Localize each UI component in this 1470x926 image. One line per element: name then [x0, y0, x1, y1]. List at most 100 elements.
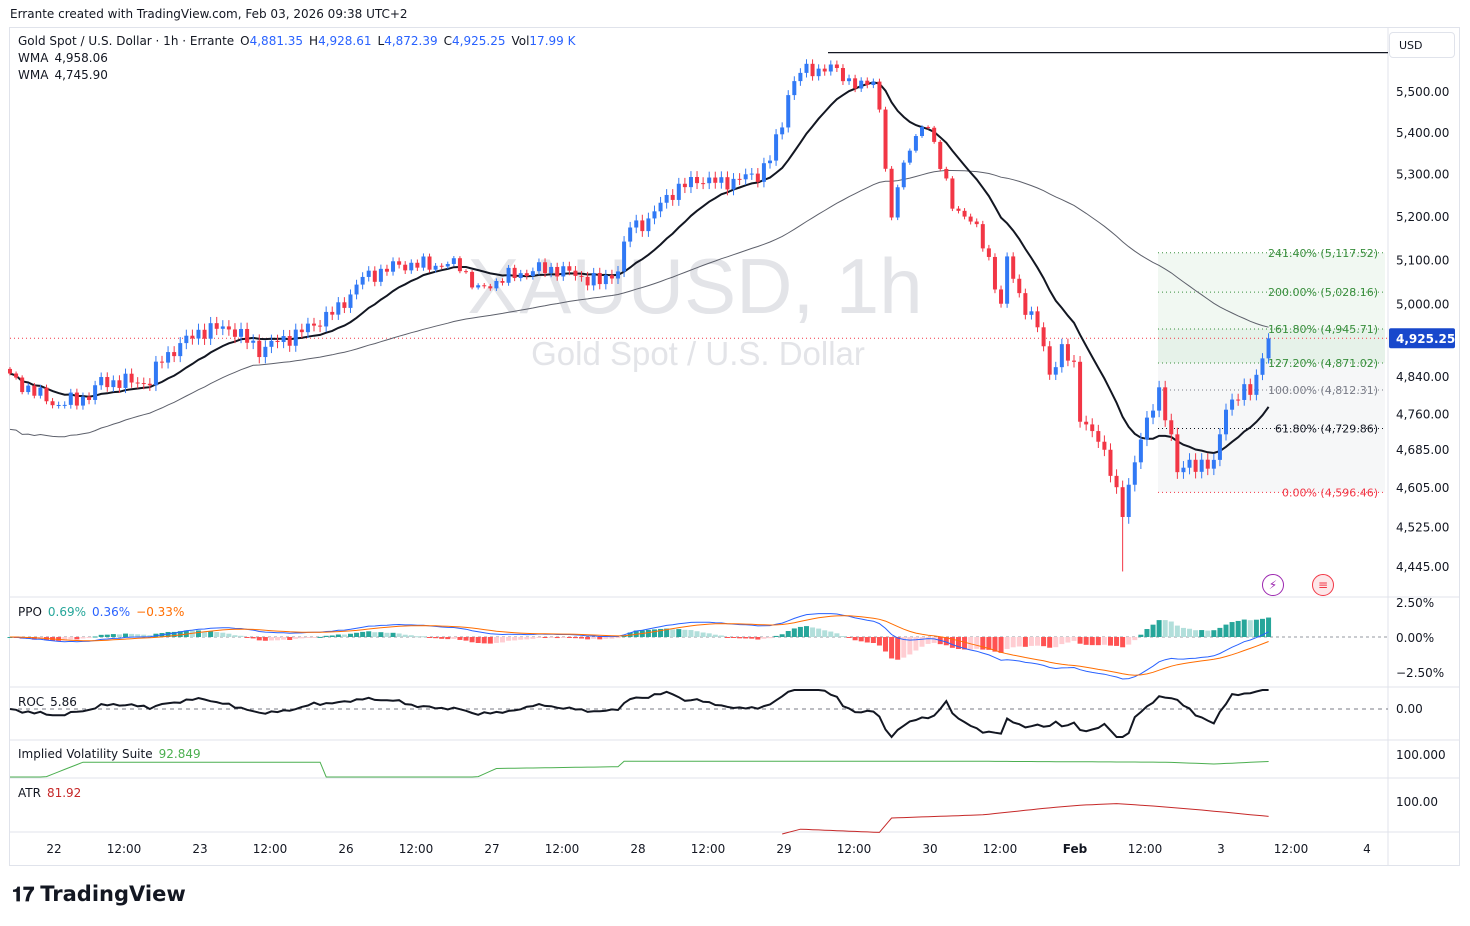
ppo-histogram-bar — [572, 637, 578, 639]
us-flag-event-icon[interactable]: ≡ — [1312, 574, 1334, 596]
lightning-event-icon[interactable]: ⚡ — [1262, 574, 1284, 596]
ppo-histogram-bar — [287, 637, 293, 640]
ppo-histogram-bar — [171, 631, 177, 637]
candle-body — [713, 177, 718, 183]
candle-body — [670, 194, 675, 200]
ppo-histogram-bar — [195, 630, 201, 637]
candle-body — [245, 328, 250, 343]
ppo-histogram-bar — [785, 631, 791, 637]
candle-body — [378, 268, 383, 282]
price-tick-label: 4,525.00 — [1396, 520, 1449, 534]
currency-selector[interactable]: USD — [1389, 32, 1455, 58]
wma-slow-legend[interactable]: WMA 4,745.90 — [18, 68, 114, 82]
candle-body — [451, 258, 456, 264]
candle-body — [847, 78, 852, 82]
ppo-histogram-bar — [1168, 621, 1174, 637]
candle-body — [1029, 311, 1034, 315]
low-label: L — [377, 34, 385, 48]
candle-body — [518, 273, 523, 279]
tradingview-logo[interactable]: 𝟏𝟕 TradingView — [12, 882, 186, 906]
time-tick-label: 12:00 — [253, 842, 288, 856]
candle-body — [293, 329, 298, 346]
ppo-histogram-bar — [1138, 634, 1144, 637]
candle-body — [865, 80, 870, 86]
candle-body — [318, 325, 323, 327]
candle-body — [591, 272, 596, 286]
candle-body — [1187, 459, 1192, 468]
ppo-histogram-bar — [834, 633, 840, 637]
symbol-label[interactable]: Gold Spot / U.S. Dollar · 1h · Errante — [18, 34, 235, 48]
fib-level-label: 61.80% (4,729.86) — [1275, 423, 1378, 436]
candle-body — [926, 127, 931, 129]
candle-body — [494, 280, 499, 289]
ppo-histogram-bar — [1259, 618, 1265, 637]
candle-body — [731, 178, 736, 190]
candle-body — [999, 289, 1004, 304]
candle-body — [1078, 361, 1083, 422]
candle-body — [220, 326, 225, 329]
ppo-histogram-bar — [992, 637, 998, 652]
atr-legend[interactable]: ATR 81.92 — [18, 786, 87, 800]
ppo-histogram-bar — [554, 637, 560, 639]
ppo-histogram-bar — [335, 634, 341, 637]
time-tick-label: 4 — [1363, 842, 1371, 856]
ppo-histogram-bar — [755, 637, 761, 640]
ppo-histogram-bar — [1028, 637, 1034, 646]
ppo-histogram-bar — [299, 637, 305, 639]
candle-body — [184, 335, 189, 344]
ppo-legend[interactable]: PPO 0.69% 0.36% −0.33% — [18, 605, 190, 619]
candle-body — [774, 134, 779, 161]
ohlc-legend: Gold Spot / U.S. Dollar · 1h · Errante O4… — [18, 34, 581, 48]
ppo-histogram-bar — [347, 633, 353, 637]
ppo-histogram-bar — [396, 633, 402, 637]
candle-body — [883, 109, 888, 169]
candle-body — [129, 373, 134, 383]
tv-logo-icon: 𝟏𝟕 — [12, 882, 35, 906]
candle-body — [14, 373, 19, 378]
candle-body — [974, 221, 979, 225]
ppo-histogram-bar — [475, 637, 481, 644]
iv-legend[interactable]: Implied Volatility Suite 92.849 — [18, 747, 207, 761]
ppo-signal-line — [10, 615, 1269, 676]
fib-level-label: 161.80% (4,945.71) — [1268, 323, 1378, 336]
ppo-histogram-bar — [974, 637, 980, 649]
candle-body — [32, 385, 37, 396]
wma-fast-legend[interactable]: WMA 4,958.06 — [18, 51, 114, 65]
wma-value: 4,958.06 — [54, 51, 108, 65]
candle-body — [299, 329, 304, 333]
candle-body — [202, 329, 207, 339]
candle-body — [853, 78, 858, 89]
candle-body — [470, 271, 475, 288]
candle-body — [1224, 409, 1228, 435]
candle-body — [160, 361, 164, 363]
ppo-histogram-bar — [767, 637, 773, 639]
high-value: 4,928.61 — [318, 34, 372, 48]
candle-body — [536, 262, 541, 272]
candle-body — [701, 183, 706, 185]
ppo-histogram-bar — [749, 637, 755, 639]
roc-legend[interactable]: ROC 5.86 — [18, 695, 83, 709]
ppo-histogram-bar — [1059, 637, 1065, 645]
candle-body — [482, 285, 487, 287]
candle-body — [755, 173, 760, 182]
time-tick-label: 12:00 — [983, 842, 1018, 856]
ppo-histogram-bar — [220, 632, 226, 637]
candle-body — [397, 261, 402, 265]
ppo-histogram-bar — [457, 637, 463, 640]
candle-body — [804, 63, 809, 73]
wma-label: WMA — [18, 68, 49, 82]
candle-body — [196, 329, 201, 339]
candle-body — [792, 81, 797, 96]
ppo-histogram-bar — [688, 630, 694, 637]
candle-body — [305, 323, 310, 333]
candle-body — [1011, 256, 1016, 279]
ppo-histogram-bar — [1132, 637, 1138, 641]
candle-body — [312, 323, 316, 326]
last-price-label: 4,925.25 — [1396, 332, 1455, 346]
ppo-histogram-bar — [518, 637, 524, 640]
ppo-histogram-bar — [737, 637, 743, 639]
volume-value: 17.99 K — [529, 34, 576, 48]
wma-label: WMA — [18, 51, 49, 65]
candle-body — [239, 328, 244, 337]
